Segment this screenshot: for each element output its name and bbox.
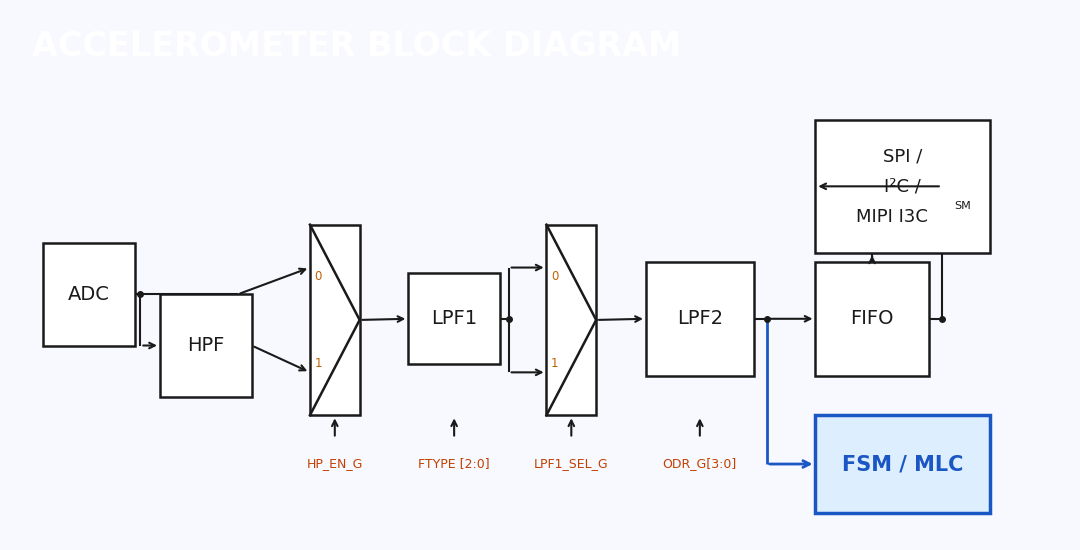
Bar xyxy=(408,273,500,364)
Bar xyxy=(815,120,990,252)
Text: HPF: HPF xyxy=(187,336,225,355)
Text: FSM / MLC: FSM / MLC xyxy=(842,454,963,474)
Text: 1: 1 xyxy=(314,358,322,370)
Text: ODR_G[3:0]: ODR_G[3:0] xyxy=(663,457,737,470)
Text: MIPI I3C: MIPI I3C xyxy=(856,207,928,225)
Text: SPI /: SPI / xyxy=(883,147,922,165)
Bar xyxy=(160,294,252,397)
Text: 1: 1 xyxy=(551,358,558,370)
Text: 0: 0 xyxy=(551,270,558,283)
Text: HP_EN_G: HP_EN_G xyxy=(307,457,363,470)
Bar xyxy=(815,262,929,376)
Text: LPF1: LPF1 xyxy=(431,309,477,328)
Bar xyxy=(43,243,135,345)
Text: 0: 0 xyxy=(314,270,322,283)
Bar xyxy=(546,225,596,415)
Text: LPF2: LPF2 xyxy=(677,309,723,328)
Bar xyxy=(310,225,360,415)
Text: ACCELEROMETER BLOCK DIAGRAM: ACCELEROMETER BLOCK DIAGRAM xyxy=(32,30,681,63)
Text: ADC: ADC xyxy=(68,285,110,304)
Text: SM: SM xyxy=(954,201,971,211)
Text: I²C /: I²C / xyxy=(885,177,921,195)
Bar xyxy=(646,262,754,376)
Text: FTYPE [2:0]: FTYPE [2:0] xyxy=(418,457,490,470)
Text: FIFO: FIFO xyxy=(850,309,894,328)
Bar xyxy=(815,415,990,513)
Text: LPF1_SEL_G: LPF1_SEL_G xyxy=(534,457,609,470)
